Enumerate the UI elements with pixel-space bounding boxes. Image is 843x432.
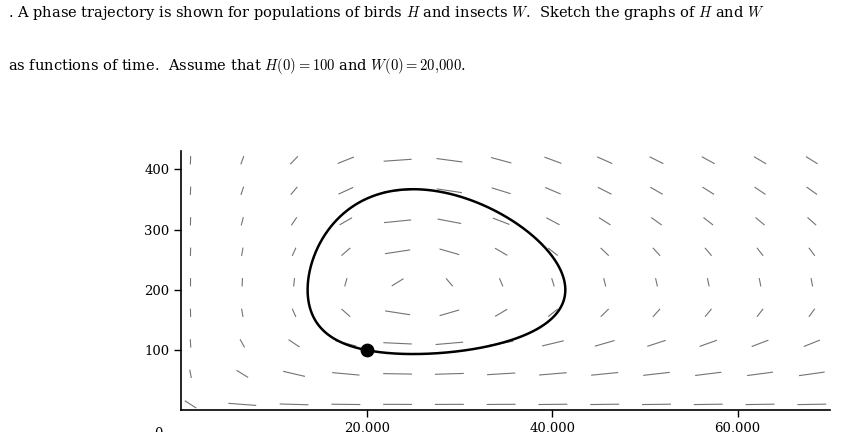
Text: as functions of time.  Assume that $H(0) = 100$ and $W(0) = 20,\!000$.: as functions of time. Assume that $H(0) … bbox=[8, 56, 466, 76]
Point bbox=[360, 346, 373, 353]
Text: . A phase trajectory is shown for populations of birds $H$ and insects $W$.  Ske: . A phase trajectory is shown for popula… bbox=[8, 4, 765, 22]
Text: 0: 0 bbox=[154, 427, 163, 432]
